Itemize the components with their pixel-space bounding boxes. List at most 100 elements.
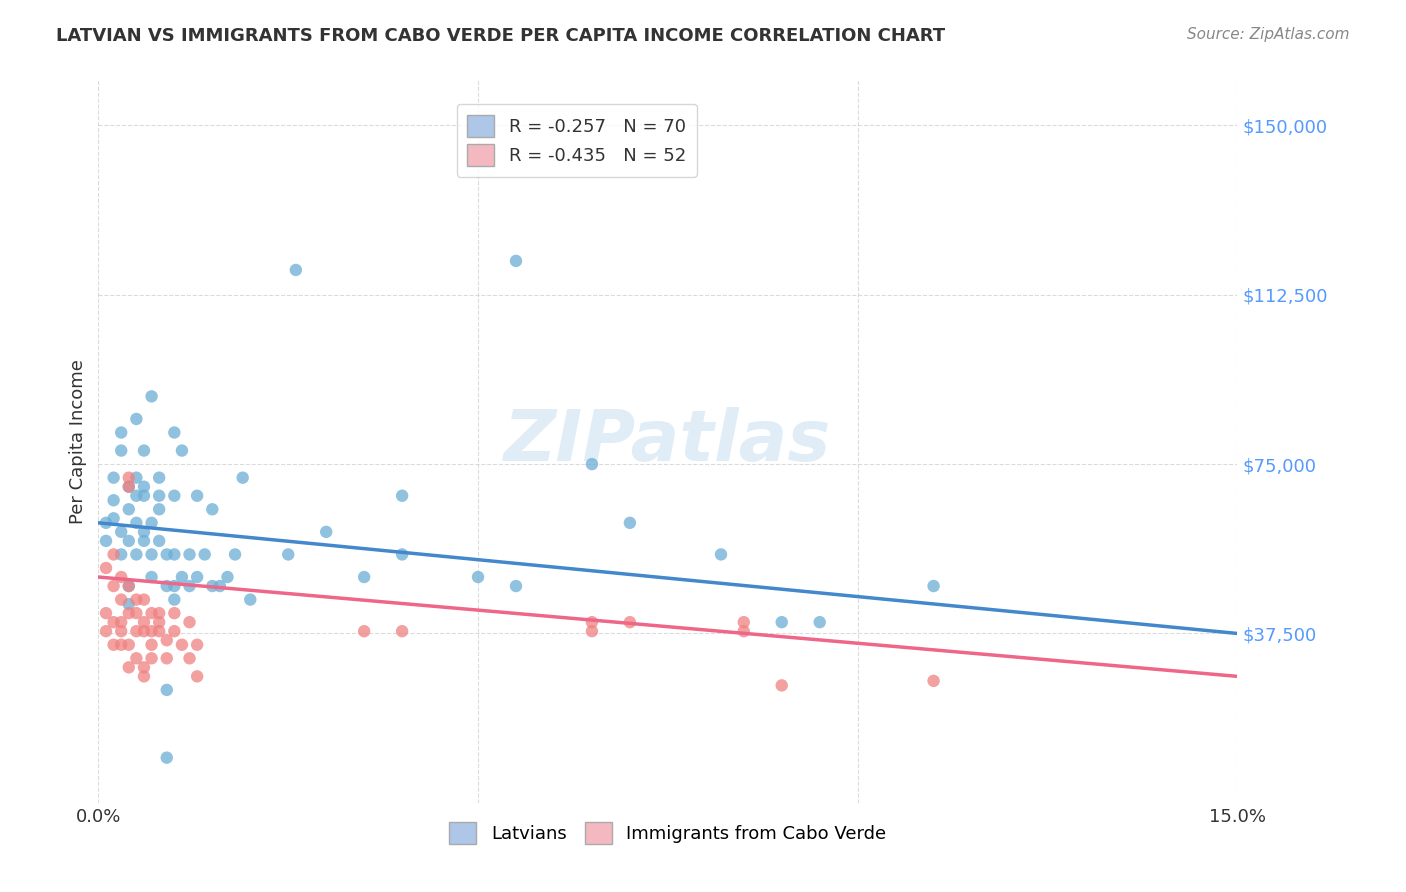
- Point: [94, 533, 117, 548]
- Point: [141, 548, 163, 562]
- Point: [110, 524, 132, 539]
- Point: [148, 624, 170, 639]
- Point: [103, 511, 125, 525]
- Point: [148, 533, 170, 548]
- Point: [132, 480, 155, 494]
- Point: [103, 470, 125, 484]
- Point: [733, 615, 755, 630]
- Point: [277, 548, 299, 562]
- Point: [132, 443, 155, 458]
- Point: [118, 480, 141, 494]
- Point: [118, 502, 141, 516]
- Point: [132, 615, 155, 630]
- Point: [125, 489, 148, 503]
- Point: [391, 624, 413, 639]
- Point: [118, 606, 141, 620]
- Point: [232, 470, 254, 484]
- Point: [208, 579, 231, 593]
- Point: [163, 548, 186, 562]
- Point: [179, 615, 201, 630]
- Point: [156, 682, 179, 697]
- Point: [141, 624, 163, 639]
- Point: [110, 624, 132, 639]
- Point: [110, 548, 132, 562]
- Point: [132, 524, 155, 539]
- Point: [125, 651, 148, 665]
- Point: [581, 457, 603, 471]
- Point: [619, 516, 641, 530]
- Point: [94, 516, 117, 530]
- Point: [922, 673, 945, 688]
- Point: [808, 615, 831, 630]
- Text: Source: ZipAtlas.com: Source: ZipAtlas.com: [1187, 27, 1350, 42]
- Point: [141, 606, 163, 620]
- Point: [224, 548, 246, 562]
- Point: [103, 579, 125, 593]
- Point: [163, 579, 186, 593]
- Point: [148, 489, 170, 503]
- Text: ZIPatlas: ZIPatlas: [505, 407, 831, 476]
- Point: [163, 624, 186, 639]
- Point: [148, 470, 170, 484]
- Point: [132, 592, 155, 607]
- Point: [141, 651, 163, 665]
- Point: [186, 638, 208, 652]
- Point: [110, 443, 132, 458]
- Point: [94, 561, 117, 575]
- Point: [132, 533, 155, 548]
- Point: [118, 597, 141, 611]
- Point: [141, 516, 163, 530]
- Point: [132, 489, 155, 503]
- Point: [118, 470, 141, 484]
- Point: [619, 615, 641, 630]
- Point: [922, 579, 945, 593]
- Point: [156, 548, 179, 562]
- Y-axis label: Per Capita Income: Per Capita Income: [69, 359, 87, 524]
- Point: [110, 615, 132, 630]
- Point: [201, 579, 224, 593]
- Point: [125, 470, 148, 484]
- Point: [156, 579, 179, 593]
- Point: [141, 570, 163, 584]
- Point: [179, 651, 201, 665]
- Point: [141, 389, 163, 403]
- Point: [179, 579, 201, 593]
- Point: [710, 548, 733, 562]
- Point: [163, 606, 186, 620]
- Point: [733, 624, 755, 639]
- Point: [156, 750, 179, 764]
- Point: [156, 651, 179, 665]
- Point: [94, 606, 117, 620]
- Legend: Latvians, Immigrants from Cabo Verde: Latvians, Immigrants from Cabo Verde: [441, 815, 894, 852]
- Point: [391, 489, 413, 503]
- Point: [315, 524, 337, 539]
- Point: [179, 548, 201, 562]
- Point: [163, 425, 186, 440]
- Point: [217, 570, 239, 584]
- Point: [505, 579, 527, 593]
- Point: [467, 570, 489, 584]
- Point: [353, 570, 375, 584]
- Point: [194, 548, 217, 562]
- Text: LATVIAN VS IMMIGRANTS FROM CABO VERDE PER CAPITA INCOME CORRELATION CHART: LATVIAN VS IMMIGRANTS FROM CABO VERDE PE…: [56, 27, 945, 45]
- Point: [353, 624, 375, 639]
- Point: [186, 570, 208, 584]
- Point: [110, 638, 132, 652]
- Point: [125, 606, 148, 620]
- Point: [156, 633, 179, 648]
- Point: [118, 638, 141, 652]
- Point: [125, 516, 148, 530]
- Point: [239, 592, 262, 607]
- Point: [94, 624, 117, 639]
- Point: [132, 660, 155, 674]
- Point: [170, 570, 193, 584]
- Point: [148, 615, 170, 630]
- Point: [110, 592, 132, 607]
- Point: [125, 548, 148, 562]
- Point: [118, 480, 141, 494]
- Point: [141, 638, 163, 652]
- Point: [505, 253, 527, 268]
- Point: [103, 638, 125, 652]
- Point: [581, 624, 603, 639]
- Point: [163, 592, 186, 607]
